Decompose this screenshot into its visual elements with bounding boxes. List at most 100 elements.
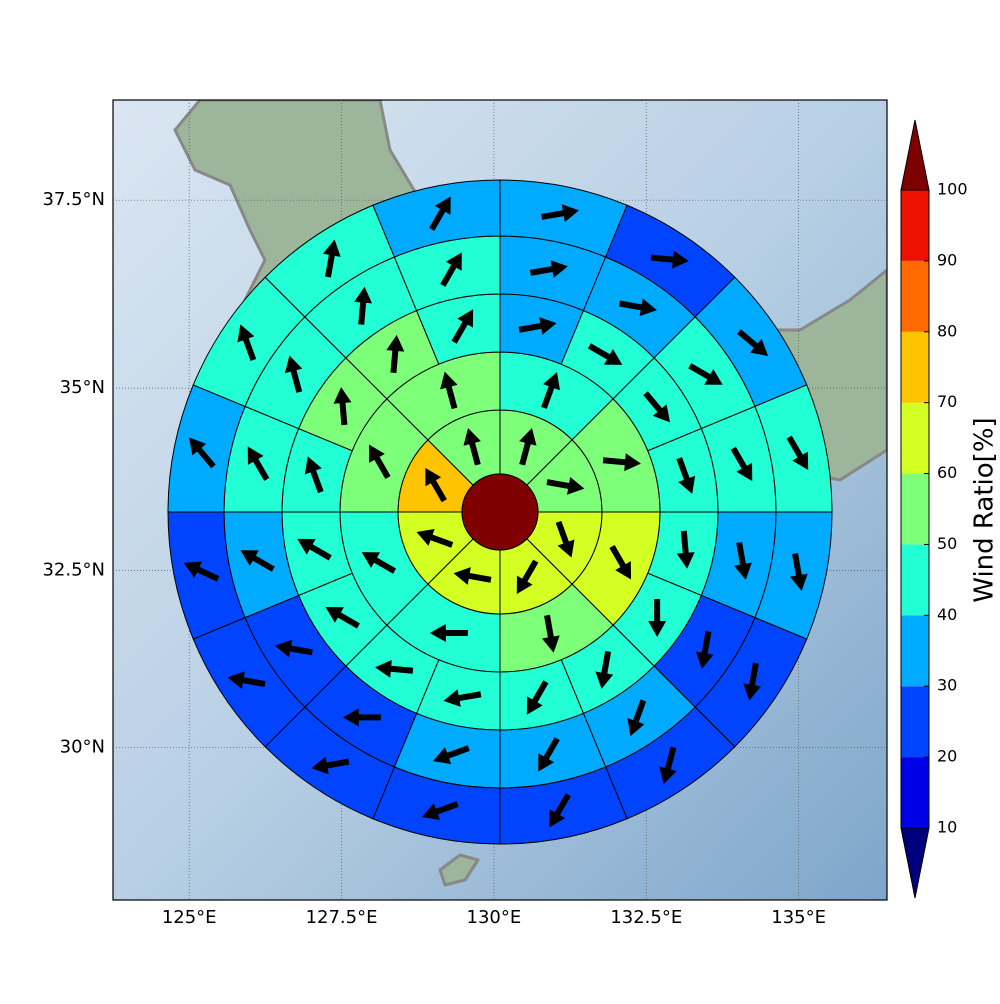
wind-arrow (789, 553, 808, 592)
wind-arrow (650, 250, 689, 269)
wind-arrow (737, 329, 769, 356)
wind-arrow (648, 599, 667, 638)
wind-arrow (643, 391, 671, 423)
colorbar-tick-label: 100 (937, 180, 968, 199)
wind-arrow (516, 559, 539, 594)
colorbar-band (901, 260, 929, 332)
x-tick-label: 125°E (162, 907, 217, 928)
colorbar-band (901, 473, 929, 545)
center-disc (461, 473, 539, 551)
wind-arrow (541, 614, 560, 653)
wind-arrow (451, 309, 474, 344)
wind-arrow (786, 435, 809, 471)
wind-arrow (247, 446, 270, 481)
wind-arrow (342, 708, 381, 727)
wind-arrow (440, 252, 462, 287)
colorbar-under (900, 827, 930, 899)
wind-arrow (595, 650, 614, 689)
colorbar-band (901, 544, 929, 616)
wind-arrow (354, 286, 373, 325)
wind-arrow (541, 204, 580, 223)
colorbar-tick-label: 10 (937, 818, 957, 837)
wind-arrow (274, 639, 313, 658)
wind-arrow (538, 737, 560, 772)
wind-arrow (676, 457, 696, 494)
wind-arrow (546, 477, 585, 495)
wind-arrow (183, 561, 220, 582)
wind-arrow (529, 260, 568, 278)
y-tick-label: 37.5°N (42, 189, 105, 210)
wind-arrow (375, 659, 414, 678)
wind-arrow (695, 630, 714, 669)
wind-arrow (730, 446, 753, 482)
wind-arrow (609, 545, 632, 580)
x-tick-label: 130°E (467, 907, 522, 928)
wind-arrow (240, 550, 275, 572)
colorbar-over (900, 119, 930, 191)
wind-arrow (676, 530, 695, 569)
colorbar-band (901, 757, 929, 828)
wind-arrow (425, 467, 447, 503)
x-tick-label: 127.5°E (306, 907, 378, 928)
wind-arrow (237, 324, 257, 362)
colorbar-band (901, 615, 929, 687)
wind-arrow (284, 355, 303, 393)
wind-arrow (440, 371, 458, 410)
wind-arrow (659, 746, 677, 785)
wind-arrow (618, 298, 657, 317)
colorbar-band (901, 331, 929, 403)
wind-arrow (463, 428, 481, 466)
wind-arrow (311, 756, 350, 775)
wind-arrow (443, 689, 482, 707)
colorbar-tick-label: 80 (937, 321, 957, 340)
wind-arrow (602, 453, 641, 472)
wind-arrow (541, 372, 560, 409)
wind-arrow (322, 239, 341, 278)
colorbar-band (901, 190, 929, 261)
wind-arrow (386, 334, 405, 374)
wind-arrow (416, 528, 454, 548)
colorbar-tick-label: 30 (937, 676, 957, 695)
wind-arrow (429, 196, 451, 231)
wind-arrow (587, 343, 623, 365)
wind-arrow (433, 745, 470, 765)
wind-arrow (325, 607, 360, 629)
y-tick-label: 32.5°N (42, 559, 105, 580)
wind-arrow (555, 520, 575, 558)
wind-arrow (549, 793, 571, 828)
x-tick-label: 132.5°E (610, 907, 682, 928)
wind-arrow (297, 538, 332, 561)
wind-arrow (227, 671, 266, 690)
colorbar-tick-label: 70 (937, 392, 957, 411)
colorbar-frame (900, 189, 930, 829)
wind-plot (113, 100, 887, 900)
wind-arrow (688, 363, 723, 385)
wind-arrow (519, 428, 537, 466)
colorbar-tick-label: 60 (937, 463, 957, 482)
wind-arrow (743, 662, 761, 701)
wind-arrow (518, 317, 557, 335)
colorbar-band (901, 402, 929, 474)
colorbar-band (901, 686, 929, 758)
x-tick-label: 135°E (771, 907, 826, 928)
wind-arrow (627, 699, 647, 737)
wind-arrow (526, 680, 549, 715)
wind-arrow (429, 624, 468, 643)
colorbar-tick-label: 20 (937, 747, 957, 766)
wind-arrow (361, 552, 397, 574)
y-tick-label: 35°N (60, 377, 105, 398)
wind-arrow (304, 456, 324, 494)
land-island (438, 853, 480, 887)
colorbar-tick-label: 50 (937, 534, 957, 553)
y-tick-label: 30°N (60, 737, 105, 758)
wind-arrow (734, 541, 752, 580)
colorbar-label: Wind Ratio[%] (970, 417, 1000, 602)
wind-arrow (188, 437, 216, 469)
wind-arrow (368, 444, 391, 479)
map-frame (112, 99, 888, 901)
colorbar-tick-label: 40 (937, 605, 957, 624)
wind-arrow (333, 387, 352, 426)
wind-arrow (453, 567, 492, 585)
